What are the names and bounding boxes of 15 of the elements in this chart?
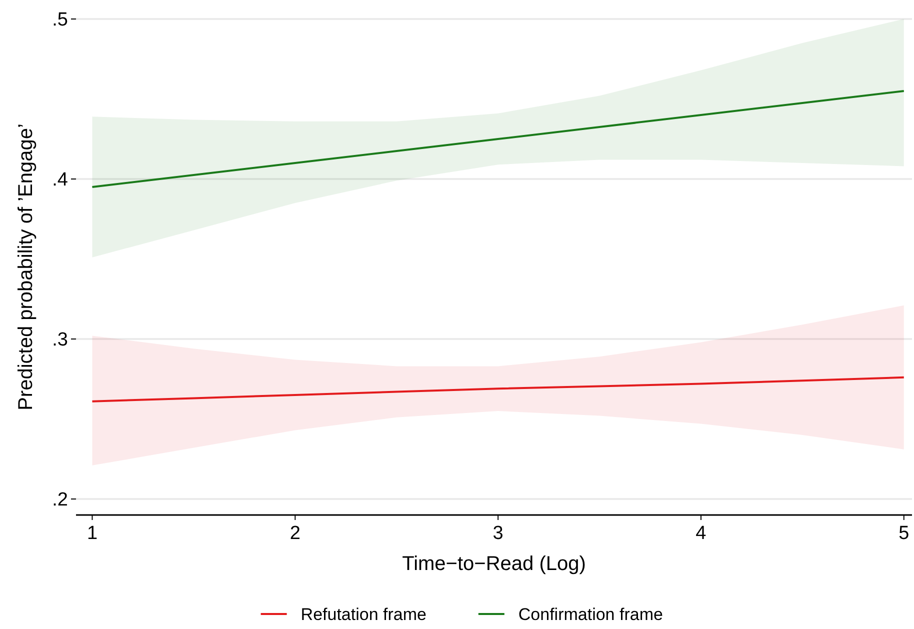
x-tick-label: 4: [696, 523, 707, 544]
line-series: [91, 376, 905, 402]
y-tick-label: .4: [52, 170, 68, 191]
x-axis-title: Time−to−Read (Log): [402, 553, 586, 575]
legend-label: Confirmation frame: [518, 605, 663, 624]
y-tick-label: .5: [52, 10, 68, 31]
y-tick-label: .3: [52, 330, 68, 351]
x-tick-label: 2: [290, 523, 300, 544]
y-tick-label: .2: [52, 490, 68, 511]
x-tick-label: 1: [86, 523, 98, 544]
x-tick-label: 5: [898, 523, 910, 544]
x-tick-label: 3: [492, 523, 504, 544]
legend-label: Refutation frame: [300, 605, 426, 624]
line-series: [91, 90, 905, 188]
y-axis-title: Predicted probability of ’Engage’: [15, 124, 37, 410]
